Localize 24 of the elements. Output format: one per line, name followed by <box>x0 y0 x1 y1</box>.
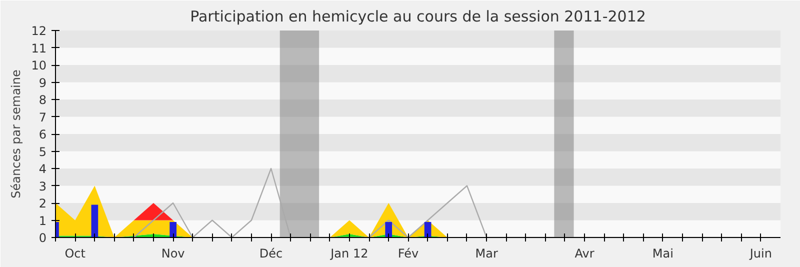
y-tick-label: 3 <box>38 179 47 194</box>
x-tick-label: Fév <box>398 246 419 260</box>
x-tick-label: Oct <box>64 246 86 260</box>
y-tick-label: 9 <box>38 76 47 90</box>
y-tick-label: 5 <box>38 144 47 159</box>
y-tick-label: 6 <box>38 128 47 142</box>
chart-title: Participation en hemicycle au cours de la session 2011-2012 <box>190 8 646 26</box>
y-tick-label: 4 <box>38 162 47 176</box>
x-tick-label: Juin <box>748 246 772 260</box>
y-tick-label: 8 <box>38 93 47 107</box>
x-tick-label: Déc <box>259 246 283 260</box>
y-tick-label: 0 <box>38 231 47 245</box>
x-tick-label: Mar <box>475 246 498 260</box>
y-axis-title: Séances par semaine <box>9 70 24 198</box>
x-tick-label: Nov <box>161 246 185 260</box>
x-tick-label: Avr <box>574 246 594 260</box>
y-tick-label: 1 <box>38 214 47 228</box>
y-tick-label: 11 <box>31 41 47 56</box>
x-tick-label: Mai <box>652 246 674 260</box>
y-tick-label: 2 <box>38 196 47 210</box>
y-tick-label: 12 <box>31 24 47 38</box>
x-tick-label: Jan 12 <box>330 246 368 260</box>
y-tick-label: 7 <box>38 110 47 124</box>
y-tick-label: 10 <box>31 58 47 72</box>
